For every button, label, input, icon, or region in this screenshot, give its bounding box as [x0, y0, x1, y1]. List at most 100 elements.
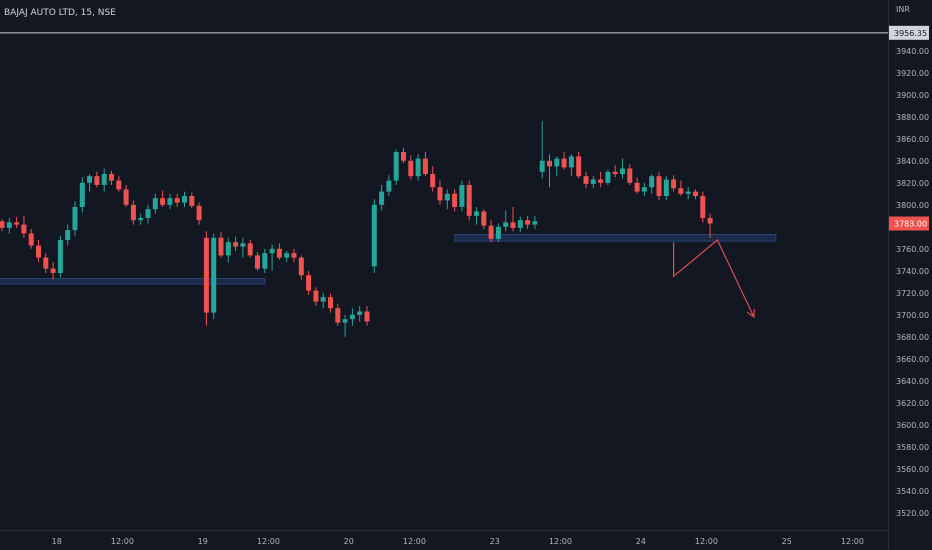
candle[interactable]: [466, 180, 472, 221]
candle[interactable]: [583, 171, 589, 189]
candle[interactable]: [101, 168, 107, 192]
candle[interactable]: [488, 220, 494, 243]
candle[interactable]: [174, 193, 180, 207]
candle[interactable]: [408, 155, 414, 180]
projection-path[interactable]: [672, 239, 755, 318]
candle[interactable]: [145, 204, 151, 224]
candle[interactable]: [284, 251, 290, 262]
candle[interactable]: [225, 237, 231, 262]
candle[interactable]: [525, 215, 531, 229]
candle[interactable]: [554, 156, 560, 177]
candle[interactable]: [276, 243, 282, 260]
candle[interactable]: [481, 209, 487, 229]
candle[interactable]: [160, 190, 166, 208]
candle[interactable]: [306, 270, 312, 295]
candle[interactable]: [459, 180, 465, 212]
candle[interactable]: [547, 154, 552, 188]
candle[interactable]: [57, 235, 63, 278]
candle[interactable]: [269, 244, 275, 271]
candle[interactable]: [634, 177, 640, 194]
candle[interactable]: [444, 189, 450, 210]
candle[interactable]: [401, 147, 406, 163]
candle[interactable]: [656, 171, 662, 201]
candle[interactable]: [532, 215, 538, 229]
candle[interactable]: [620, 158, 625, 179]
candle[interactable]: [72, 201, 78, 236]
candle[interactable]: [612, 165, 618, 178]
candle[interactable]: [590, 176, 596, 189]
candle[interactable]: [87, 174, 93, 192]
candle[interactable]: [517, 216, 523, 233]
candle[interactable]: [43, 253, 49, 273]
candle[interactable]: [28, 229, 34, 249]
candle[interactable]: [182, 191, 187, 207]
candle[interactable]: [393, 149, 399, 185]
candle[interactable]: [576, 152, 582, 179]
candle[interactable]: [568, 154, 574, 177]
candle[interactable]: [379, 185, 385, 211]
candle[interactable]: [598, 171, 604, 188]
candle[interactable]: [371, 199, 377, 273]
candle[interactable]: [335, 303, 341, 326]
candle[interactable]: [561, 152, 567, 170]
time-axis[interactable]: 18 12:00 19 12:00 20 12:00 23 12:00 24 12:00 25 12:…: [52, 537, 864, 546]
candle[interactable]: [123, 185, 129, 207]
candle[interactable]: [247, 240, 253, 258]
candle[interactable]: [641, 182, 647, 196]
candle[interactable]: [437, 180, 443, 205]
candle[interactable]: [262, 248, 268, 273]
candle[interactable]: [233, 236, 239, 251]
candle[interactable]: [349, 308, 355, 326]
candle[interactable]: [707, 213, 713, 238]
candle[interactable]: [313, 287, 319, 306]
candle[interactable]: [678, 180, 684, 196]
candle[interactable]: [0, 219, 5, 232]
candle[interactable]: [14, 216, 20, 228]
horizontal-line-price-tag[interactable]: [889, 25, 929, 40]
candle[interactable]: [320, 292, 326, 309]
candle[interactable]: [422, 152, 428, 177]
candle[interactable]: [298, 255, 304, 280]
candle[interactable]: [109, 170, 114, 185]
support-zone-2[interactable]: [454, 234, 777, 242]
candle[interactable]: [152, 193, 158, 214]
candle[interactable]: [663, 176, 669, 201]
support-zone-1[interactable]: [0, 278, 266, 285]
plot-area[interactable]: [0, 32, 888, 337]
candle[interactable]: [452, 189, 458, 212]
candle[interactable]: [539, 121, 545, 179]
candle[interactable]: [167, 193, 173, 210]
candle[interactable]: [627, 164, 633, 185]
candle[interactable]: [364, 306, 370, 326]
candle[interactable]: [116, 176, 122, 192]
candle[interactable]: [495, 223, 501, 243]
candle[interactable]: [138, 213, 144, 225]
candle[interactable]: [36, 240, 41, 262]
candle[interactable]: [430, 166, 436, 192]
candle[interactable]: [474, 207, 479, 225]
candle[interactable]: [189, 192, 195, 209]
candle[interactable]: [240, 237, 246, 258]
candle[interactable]: [21, 215, 27, 238]
candle[interactable]: [693, 189, 698, 200]
candle[interactable]: [649, 174, 655, 194]
candle[interactable]: [203, 231, 209, 326]
candle[interactable]: [196, 202, 202, 225]
last-price-tag[interactable]: [889, 216, 929, 231]
candle[interactable]: [65, 224, 71, 246]
candle[interactable]: [130, 200, 136, 225]
candle[interactable]: [386, 175, 392, 196]
candle[interactable]: [685, 187, 691, 200]
candle[interactable]: [605, 169, 611, 185]
candle[interactable]: [357, 306, 363, 322]
candle[interactable]: [79, 177, 85, 213]
candle[interactable]: [671, 175, 677, 192]
candle[interactable]: [255, 252, 260, 271]
candle[interactable]: [342, 314, 348, 337]
candle[interactable]: [291, 248, 297, 262]
candle[interactable]: [700, 191, 706, 223]
candle[interactable]: [328, 293, 333, 313]
candle[interactable]: [415, 154, 421, 181]
candle[interactable]: [211, 233, 217, 320]
